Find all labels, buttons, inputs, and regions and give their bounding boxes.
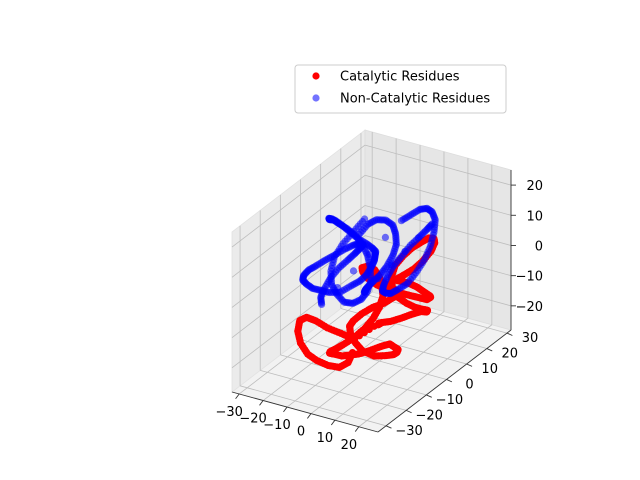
y-tick: [466, 363, 473, 367]
non-catalytic-point: [415, 234, 423, 242]
grid-line: [231, 265, 366, 369]
y-tick: [486, 348, 493, 352]
grid-line: [358, 324, 493, 428]
y-tick-label: 30: [522, 331, 539, 346]
x-axis-line: [231, 391, 379, 433]
z-tick-label: −20: [516, 300, 543, 315]
y-tick-label: 20: [502, 347, 519, 362]
non-catalytic-series: [299, 204, 439, 308]
grid-line: [310, 311, 445, 414]
legend: Catalytic Residues Non-Catalytic Residue…: [294, 64, 507, 114]
non-catalytic-point: [428, 220, 436, 228]
grid-line: [334, 317, 469, 421]
non-catalytic-point: [333, 284, 342, 292]
x-tick-label: −20: [239, 412, 266, 427]
grid-line: [280, 354, 427, 396]
y-tick: [385, 425, 392, 429]
z-tick-label: 10: [526, 209, 543, 224]
grid-line: [364, 174, 512, 216]
y-tick: [406, 409, 412, 414]
x-tick: [354, 426, 360, 432]
non-catalytic-point: [381, 233, 389, 241]
y-tick-label: 0: [465, 378, 473, 393]
legend-label-non-catalytic: Non-Catalytic Residues: [340, 92, 490, 107]
z-tick-label: 0: [535, 240, 543, 255]
legend-frame: [294, 64, 507, 114]
y-tick: [446, 379, 453, 383]
non-catalytic-point: [401, 247, 409, 255]
legend-marker-catalytic: [312, 72, 320, 80]
y-tick-label: 10: [481, 362, 498, 377]
x-tick-label: 20: [341, 438, 358, 453]
x-tick: [283, 406, 288, 413]
axes-ticks: −30−20−10 0 10 20−30−20−100102030−20−100102…: [215, 179, 543, 453]
x-tick-label: −10: [263, 418, 290, 433]
y-tick-label: −10: [436, 393, 463, 408]
z-tick-label: 20: [526, 179, 543, 194]
non-catalytic-point: [365, 250, 374, 258]
grid-line: [260, 369, 407, 411]
legend-label-catalytic: Catalytic Residues: [340, 70, 460, 85]
non-catalytic-point: [355, 230, 363, 239]
x-tick: [330, 419, 336, 426]
x-tick-label: 0: [297, 425, 305, 440]
grid-line: [239, 385, 387, 427]
y-tick: [426, 394, 432, 398]
grid-line: [231, 144, 366, 248]
grid-line: [231, 174, 366, 278]
x-tick: [259, 400, 264, 406]
axes-lines: [231, 170, 512, 433]
catalytic-point: [348, 349, 357, 357]
non-catalytic-point: [349, 267, 358, 275]
y-axis-line: [377, 329, 512, 433]
y-tick-label: −20: [415, 408, 442, 423]
legend-marker-non-catalytic: [312, 94, 320, 102]
x-tick: [235, 393, 240, 400]
x-tick-label: −30: [215, 405, 242, 420]
z-tick-label: −10: [516, 270, 543, 285]
y-tick: [506, 332, 513, 336]
grid-line: [238, 291, 373, 395]
data-points: [294, 204, 439, 371]
non-catalytic-point: [318, 300, 326, 308]
x-tick: [307, 413, 312, 419]
y-tick-label: −30: [395, 424, 422, 439]
grid-line: [364, 144, 512, 186]
x-tick-label: 10: [317, 431, 334, 446]
grid-line: [364, 235, 512, 277]
